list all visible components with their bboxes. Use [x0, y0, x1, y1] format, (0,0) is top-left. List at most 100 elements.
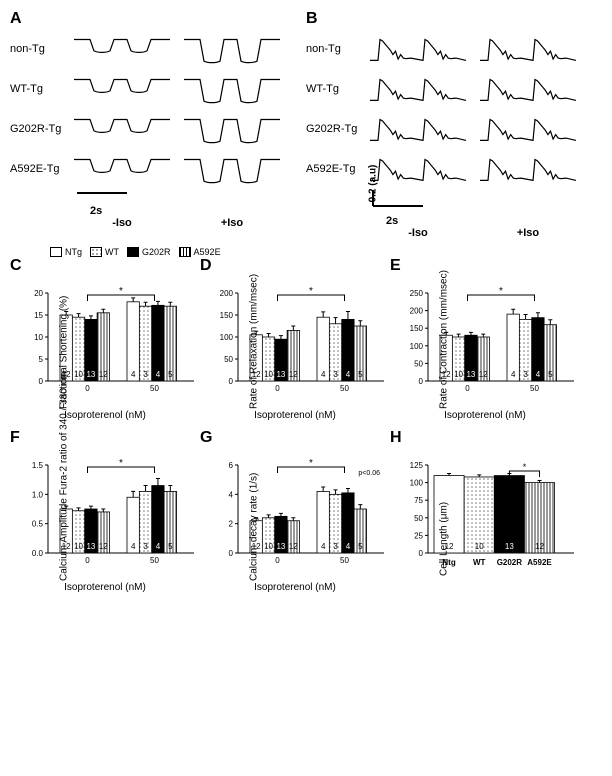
svg-text:12: 12 [99, 542, 108, 551]
xlabel: Isoproterenol (nM) [200, 582, 390, 593]
svg-text:12: 12 [289, 370, 298, 379]
svg-text:6: 6 [229, 461, 234, 470]
xlabel: Isoproterenol (nM) [200, 410, 390, 421]
tracesA-trace-1-1 [182, 70, 282, 108]
svg-text:15: 15 [34, 311, 43, 320]
svg-text:150: 150 [220, 311, 234, 320]
figure-root: A non-Tg WT-Tg G202R-Tg A592E-Tg 2s -Iso +I… [10, 10, 602, 601]
panel-A-cond-1: +Iso [182, 217, 282, 229]
svg-text:3: 3 [143, 370, 148, 379]
svg-text:250: 250 [410, 289, 424, 298]
svg-text:50: 50 [150, 384, 159, 393]
svg-text:A592E: A592E [527, 558, 552, 567]
ylabel: Rate of Contraction (mm/msec) [439, 289, 450, 409]
svg-text:125: 125 [410, 461, 424, 470]
tracesB-label-0: non-Tg [306, 43, 368, 55]
top-row: A non-Tg WT-Tg G202R-Tg A592E-Tg 2s -Iso +I… [10, 10, 602, 239]
panel-E: E Rate of Contraction (mm/msec) 05010015… [390, 257, 580, 421]
panel-H: H Cell Length (μm) 025507510012512101312… [390, 429, 580, 593]
svg-text:13: 13 [86, 370, 95, 379]
svg-text:50: 50 [414, 359, 423, 368]
svg-text:5: 5 [358, 370, 363, 379]
panel-A: A non-TgWT-TgG202R-TgA592E-Tg 2s -Iso +I… [10, 10, 306, 239]
panel-B-scalebar-x: 2s [386, 215, 428, 227]
svg-text:13: 13 [466, 370, 475, 379]
tracesA-label-2: G202R-Tg [10, 123, 72, 135]
tracesA-trace-0-1 [182, 30, 282, 68]
panel-A-label: A [10, 10, 306, 28]
svg-text:*: * [119, 458, 123, 469]
panel-G: G Calcium decay rate (1/s) 0246121013124… [200, 429, 390, 593]
svg-text:10: 10 [454, 370, 463, 379]
legend-swatch-3 [179, 247, 191, 257]
tracesB-trace-0-0 [368, 30, 468, 68]
tracesB-trace-2-1 [478, 110, 578, 148]
panel-F: F Calcium Amplitude Fura-2 ratio of 340 … [10, 429, 200, 593]
svg-text:0: 0 [275, 384, 280, 393]
svg-text:100: 100 [410, 342, 424, 351]
tracesA-label-0: non-Tg [10, 43, 72, 55]
svg-text:50: 50 [340, 556, 349, 565]
svg-text:5: 5 [358, 542, 363, 551]
svg-text:12: 12 [535, 542, 544, 551]
tracesA-trace-2-1 [182, 110, 282, 148]
ylabel: Calcium Amplitude Fura-2 ratio of 340 / … [59, 461, 70, 581]
tracesA-row-0: non-Tg [10, 30, 306, 68]
svg-text:3: 3 [523, 370, 528, 379]
tracesB-row-1: WT-Tg [306, 70, 602, 108]
svg-text:*: * [309, 286, 313, 297]
legend-label-3: A592E [194, 247, 221, 257]
svg-text:5: 5 [168, 370, 173, 379]
tracesA-trace-3-0 [72, 150, 172, 188]
svg-text:25: 25 [414, 531, 423, 540]
bar-chart-svg: 050100150200121013124345050* [200, 277, 390, 407]
svg-text:0: 0 [229, 549, 234, 558]
svg-text:4: 4 [346, 370, 351, 379]
svg-text:150: 150 [410, 324, 424, 333]
tracesB-row-0: non-Tg [306, 30, 602, 68]
svg-text:12: 12 [99, 370, 108, 379]
panel-B: B non-TgWT-TgG202R-TgA592E-Tg 0.2 (a.u) … [306, 10, 602, 239]
panel-A-traces: non-Tg WT-Tg G202R-Tg A592E-Tg [10, 30, 306, 188]
svg-text:1.0: 1.0 [32, 490, 44, 499]
xlabel: Isoproterenol (nM) [10, 582, 200, 593]
svg-text:4: 4 [156, 370, 161, 379]
tracesB-label-3: A592E-Tg [306, 163, 368, 175]
svg-text:*: * [119, 286, 123, 297]
panel-C: C Fractional Shortening (%) 051015201210… [10, 257, 200, 421]
legend-swatch-0 [50, 247, 62, 257]
svg-text:0: 0 [275, 556, 280, 565]
svg-text:5: 5 [548, 370, 553, 379]
svg-text:3: 3 [333, 542, 338, 551]
tracesA-trace-3-1 [182, 150, 282, 188]
svg-text:200: 200 [220, 289, 234, 298]
panel-A-cond-0: -Iso [72, 217, 172, 229]
panel-B-cond-0: -Iso [368, 227, 468, 239]
legend-swatch-2 [127, 247, 139, 257]
panel-D: D Rate of Relaxation (mm/msec) 050100150… [200, 257, 390, 421]
tracesA-label-3: A592E-Tg [10, 163, 72, 175]
svg-text:4: 4 [536, 370, 541, 379]
svg-text:2: 2 [229, 520, 234, 529]
tracesA-label-1: WT-Tg [10, 83, 72, 95]
svg-text:4: 4 [131, 370, 136, 379]
svg-text:75: 75 [414, 496, 423, 505]
bar-chart-svg: 0246121013124345050*p<0.06 [200, 449, 390, 579]
svg-text:0: 0 [229, 377, 234, 386]
legend-item-3: A592E [179, 247, 221, 257]
svg-text:50: 50 [414, 514, 423, 523]
svg-text:3: 3 [143, 542, 148, 551]
svg-text:20: 20 [34, 289, 43, 298]
svg-text:13: 13 [276, 542, 285, 551]
row-CDE: C Fractional Shortening (%) 051015201210… [10, 257, 602, 421]
panel-E-label: E [390, 257, 580, 275]
tracesA-trace-0-0 [72, 30, 172, 68]
svg-text:100: 100 [220, 333, 234, 342]
svg-text:4: 4 [156, 542, 161, 551]
legend-item-2: G202R [127, 247, 171, 257]
svg-text:10: 10 [264, 370, 273, 379]
tracesB-row-3: A592E-Tg [306, 150, 602, 188]
svg-text:4: 4 [229, 490, 234, 499]
svg-text:0: 0 [85, 556, 90, 565]
ylabel: Calcium decay rate (1/s) [249, 461, 260, 581]
